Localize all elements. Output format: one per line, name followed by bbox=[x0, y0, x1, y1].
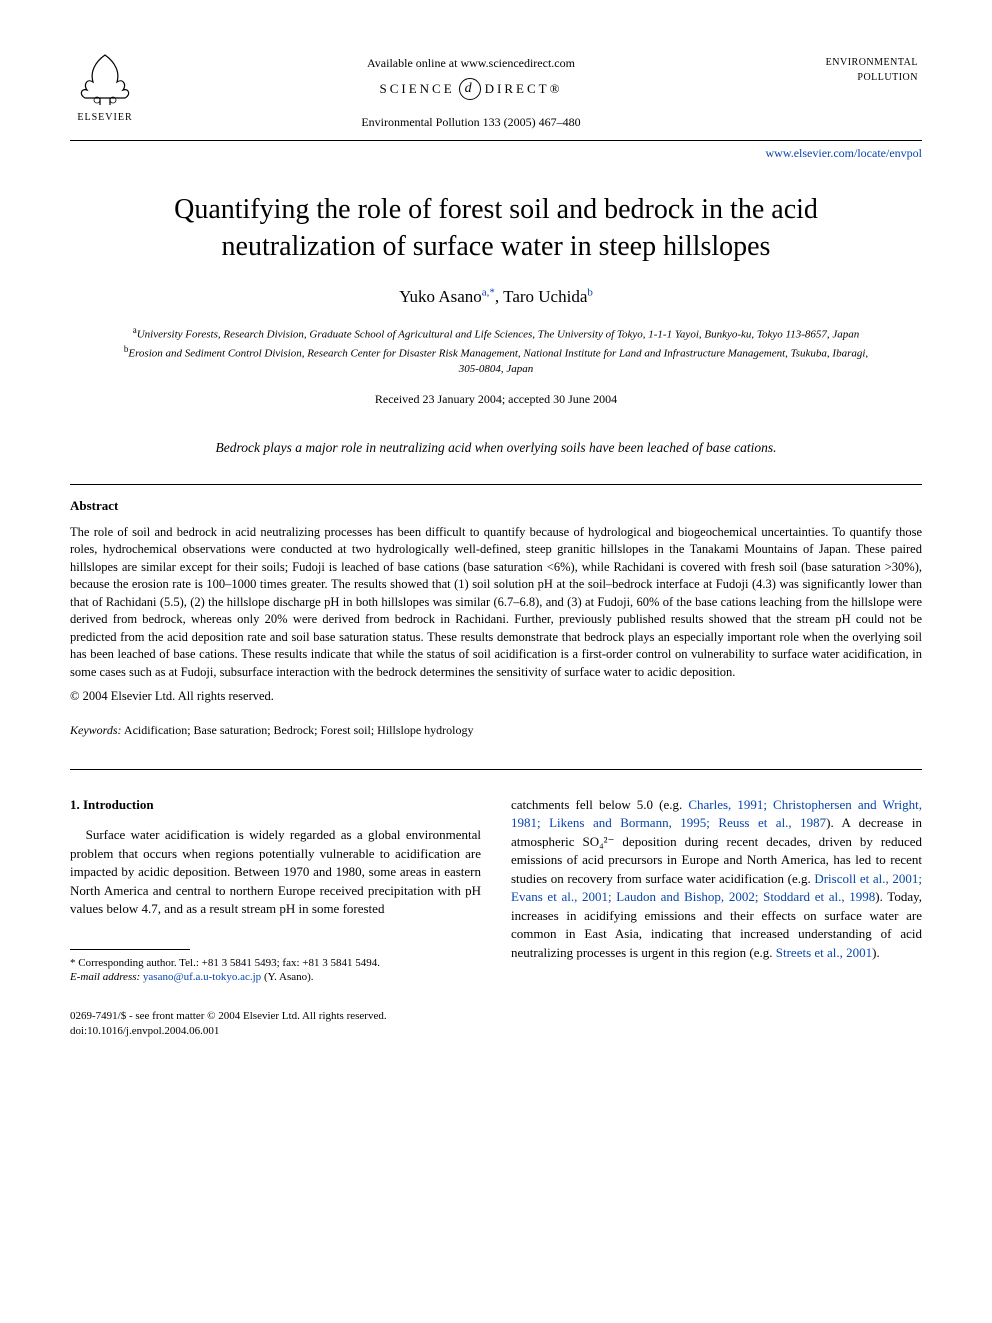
email-footnote: E-mail address: yasano@uf.a.u-tokyo.ac.j… bbox=[70, 970, 481, 985]
keywords-text: Acidification; Base saturation; Bedrock;… bbox=[122, 723, 474, 737]
abstract-heading: Abstract bbox=[70, 497, 922, 516]
keywords-rule bbox=[70, 769, 922, 770]
ref-link-3[interactable]: Streets et al., 2001 bbox=[776, 945, 872, 960]
abstract-text: The role of soil and bedrock in acid neu… bbox=[70, 524, 922, 682]
doi-line: doi:10.1016/j.envpol.2004.06.001 bbox=[70, 1024, 922, 1039]
article-dates: Received 23 January 2004; accepted 30 Ju… bbox=[70, 391, 922, 408]
affil-a: University Forests, Research Division, G… bbox=[137, 328, 860, 340]
science-direct-logo: SCIENCE d DIRECT® bbox=[140, 78, 802, 100]
affiliations: aUniversity Forests, Research Division, … bbox=[120, 324, 872, 377]
highlight-statement: Bedrock plays a major role in neutralizi… bbox=[100, 438, 892, 458]
section-1-heading: 1. Introduction bbox=[70, 796, 481, 814]
sd-d-icon: d bbox=[459, 78, 481, 100]
footnote-separator bbox=[70, 949, 190, 950]
bottom-info: 0269-7491/$ - see front matter © 2004 El… bbox=[70, 1009, 922, 1039]
article-title: Quantifying the role of forest soil and … bbox=[110, 192, 882, 265]
copyright-text: © 2004 Elsevier Ltd. All rights reserved… bbox=[70, 687, 922, 705]
journal-name-line2: POLLUTION bbox=[806, 71, 918, 86]
journal-name-line1: ENVIRONMENTAL bbox=[806, 56, 918, 71]
author-1: Yuko Asano bbox=[399, 287, 482, 306]
intro-paragraph-1-cont: catchments fell below 5.0 (e.g. Charles,… bbox=[511, 796, 922, 962]
journal-link[interactable]: www.elsevier.com/locate/envpol bbox=[70, 145, 922, 162]
keywords-label: Keywords: bbox=[70, 723, 122, 737]
author-1-sup: a,* bbox=[482, 286, 495, 298]
available-online-text: Available online at www.sciencedirect.co… bbox=[140, 55, 802, 72]
center-header: Available online at www.sciencedirect.co… bbox=[140, 50, 802, 132]
journal-name-box: ENVIRONMENTAL POLLUTION bbox=[802, 50, 922, 91]
body-columns: 1. Introduction Surface water acidificat… bbox=[70, 796, 922, 985]
corresponding-author-footnote: * Corresponding author. Tel.: +81 3 5841… bbox=[70, 956, 481, 971]
issn-line: 0269-7491/$ - see front matter © 2004 El… bbox=[70, 1009, 922, 1024]
intro-paragraph-1: Surface water acidification is widely re… bbox=[70, 826, 481, 918]
corr-fax: +81 3 5841 5494. bbox=[302, 957, 380, 969]
header-rule bbox=[70, 140, 922, 141]
header-row: ELSEVIER Available online at www.science… bbox=[70, 50, 922, 132]
col2-end: ). bbox=[872, 945, 880, 960]
email-author-name: (Y. Asano). bbox=[264, 971, 314, 983]
corr-label: * Corresponding author. Tel.: bbox=[70, 957, 202, 969]
email-address[interactable]: yasano@uf.a.u-tokyo.ac.jp bbox=[140, 971, 264, 983]
elsevier-tree-icon bbox=[75, 50, 135, 108]
author-2-sup: b bbox=[587, 286, 593, 298]
journal-box-wrapper: ENVIRONMENTAL POLLUTION bbox=[802, 50, 922, 91]
column-left: 1. Introduction Surface water acidificat… bbox=[70, 796, 481, 985]
abstract-top-rule bbox=[70, 484, 922, 485]
author-2: Taro Uchida bbox=[503, 287, 587, 306]
affil-b: Erosion and Sediment Control Division, R… bbox=[128, 347, 868, 374]
corr-fax-label: ; fax: bbox=[277, 957, 303, 969]
science-right: DIRECT® bbox=[485, 80, 563, 99]
corr-tel: +81 3 5841 5493 bbox=[202, 957, 277, 969]
authors: Yuko Asanoa,*, Taro Uchidab bbox=[70, 285, 922, 310]
science-left: SCIENCE bbox=[380, 80, 455, 99]
email-label: E-mail address: bbox=[70, 971, 140, 983]
elsevier-logo: ELSEVIER bbox=[70, 50, 140, 130]
elsevier-label: ELSEVIER bbox=[77, 111, 132, 126]
column-right: catchments fell below 5.0 (e.g. Charles,… bbox=[511, 796, 922, 985]
col2-pre: catchments fell below 5.0 (e.g. bbox=[511, 797, 688, 812]
keywords-line: Keywords: Acidification; Base saturation… bbox=[70, 722, 922, 739]
journal-reference: Environmental Pollution 133 (2005) 467–4… bbox=[140, 114, 802, 131]
